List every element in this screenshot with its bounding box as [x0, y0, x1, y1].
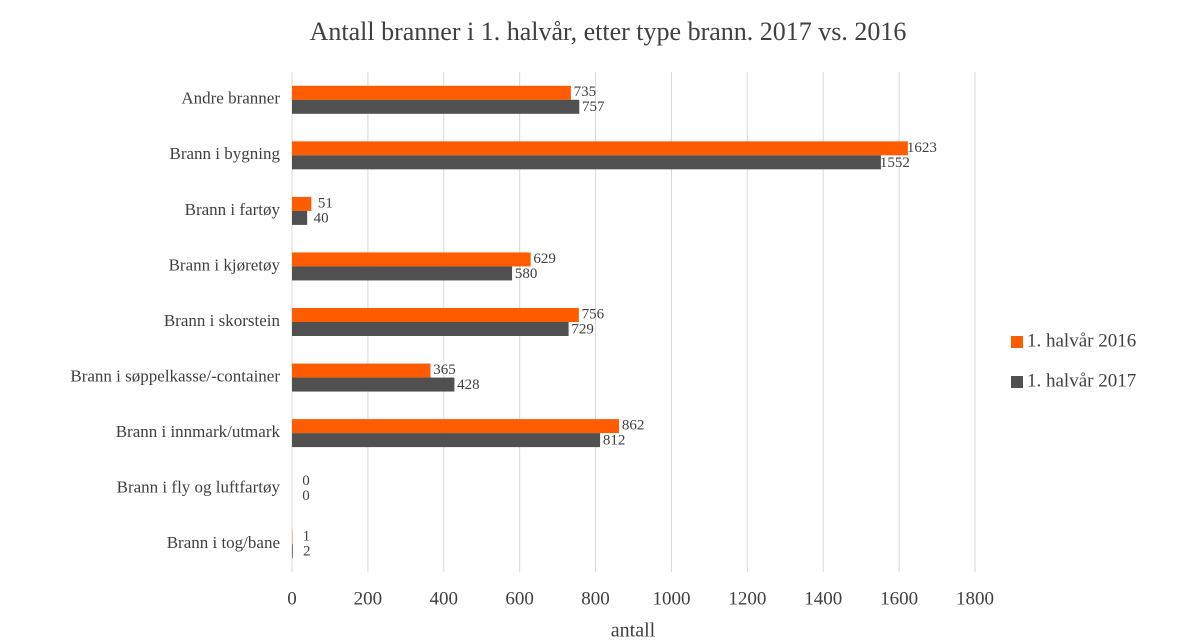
legend-swatch [1011, 376, 1023, 388]
data-label: 1552 [880, 155, 910, 171]
x-tick-label: 800 [581, 588, 610, 609]
y-tick-label: Brann i innmark/utmark [116, 422, 281, 441]
bar [292, 377, 455, 392]
data-label: 812 [603, 433, 626, 449]
y-tick-label: Brann i bygning [170, 144, 281, 163]
y-tick-label: Brann i skorstein [164, 311, 281, 330]
bar [292, 419, 620, 434]
data-label: 729 [571, 321, 594, 337]
x-tick-label: 200 [354, 588, 383, 609]
legend-label: 1. halvår 2017 [1027, 370, 1136, 391]
bar [292, 544, 293, 559]
x-tick-label: 0 [287, 588, 297, 609]
bar [292, 322, 569, 336]
bar [292, 99, 580, 114]
x-axis-label: antall [611, 620, 656, 642]
data-label: 428 [457, 377, 480, 393]
data-label: 1623 [907, 140, 937, 156]
bar [292, 266, 513, 281]
y-tick-label: Brann i søppelkasse/-container [70, 366, 280, 385]
bar [292, 210, 308, 225]
y-tick-label: Brann i fartøy [185, 200, 281, 219]
data-label: 0 [302, 488, 310, 504]
data-label: 51 [318, 195, 333, 211]
data-label: 2 [303, 544, 311, 560]
legend-swatch [1011, 336, 1023, 348]
x-tick-label: 400 [430, 588, 459, 609]
x-tick-label: 1800 [956, 588, 994, 609]
data-label: 629 [533, 251, 556, 267]
data-label: 40 [314, 210, 329, 226]
y-tick-label: Brann i kjøretøy [169, 255, 281, 274]
bar [292, 308, 579, 322]
data-label: 365 [433, 362, 456, 378]
bar [292, 196, 312, 211]
data-label: 862 [622, 418, 645, 434]
x-tick-label: 600 [505, 588, 534, 609]
y-tick-label: Brann i fly og luftfartøy [117, 478, 281, 497]
data-label: 580 [515, 266, 538, 282]
y-tick-label: Brann i tog/bane [167, 533, 280, 552]
x-tick-label: 1000 [652, 588, 690, 609]
x-tick-label: 1200 [728, 588, 766, 609]
bar [292, 363, 431, 378]
y-tick-label: Andre branner [181, 89, 280, 108]
data-label: 757 [582, 99, 605, 115]
bar [292, 155, 881, 170]
data-label: 1 [303, 529, 311, 545]
x-tick-label: 1600 [880, 588, 918, 609]
x-tick-label: 1400 [804, 588, 842, 609]
data-label: 0 [302, 473, 310, 489]
bar [292, 85, 571, 100]
data-label: 735 [574, 84, 597, 100]
bar [292, 141, 908, 156]
chart-title: Antall branner i 1. halvår, etter type b… [310, 17, 907, 46]
bar [292, 433, 601, 448]
legend-label: 1. halvår 2016 [1027, 330, 1136, 351]
data-label: 756 [582, 306, 605, 322]
bar [292, 252, 531, 267]
